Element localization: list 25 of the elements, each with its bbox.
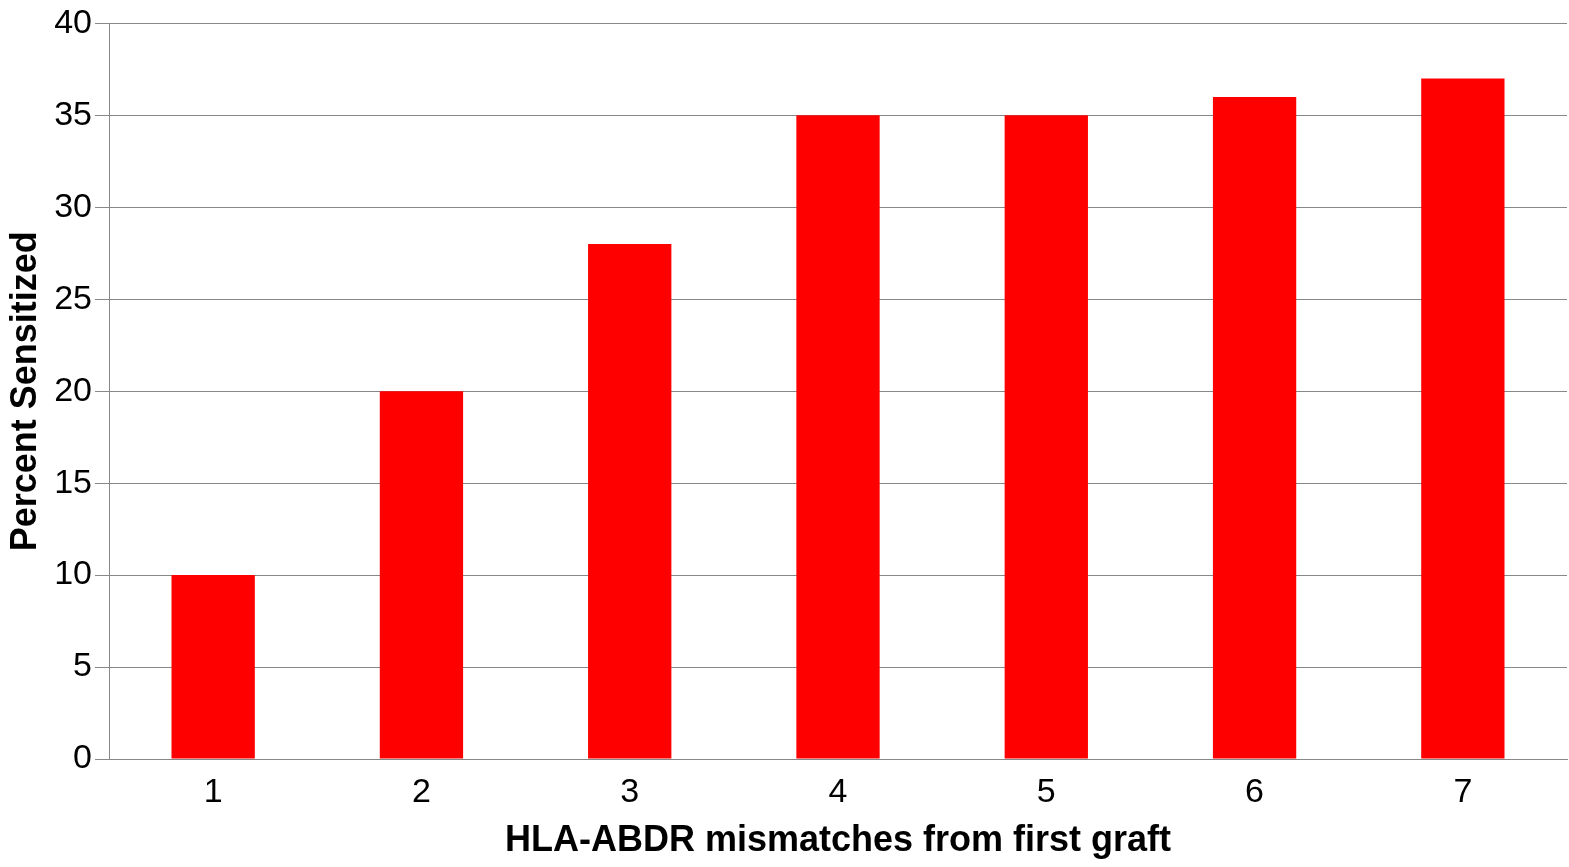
x-axis-title: HLA-ABDR mismatches from first graft: [504, 818, 1172, 860]
bar: [1004, 115, 1088, 759]
y-tick-label: 25: [54, 277, 93, 316]
x-tick-label: 2: [411, 770, 431, 809]
x-tick-label: 6: [1245, 770, 1265, 809]
y-tick-label: 10: [54, 553, 93, 592]
x-tick-label: 5: [1036, 770, 1056, 809]
x-tick-label: 4: [828, 770, 848, 809]
x-tick-label: 7: [1453, 770, 1473, 809]
y-tick-label: 40: [54, 1, 93, 40]
y-tick-label: 35: [54, 93, 93, 132]
y-tick-label: 20: [54, 369, 93, 408]
bar: [1421, 78, 1505, 759]
bar: [171, 575, 255, 759]
bar: [588, 244, 672, 759]
y-tick-label: 5: [73, 645, 93, 684]
y-axis-title: Percent Sensitized: [2, 231, 44, 552]
bar: [796, 115, 880, 759]
x-tick-label: 1: [203, 770, 223, 809]
y-tick-label: 0: [73, 737, 93, 776]
y-tick-label: 15: [54, 461, 93, 500]
y-tick-label: 30: [54, 185, 93, 224]
bar: [1212, 96, 1297, 759]
bar: [379, 391, 464, 759]
x-tick-label: 3: [620, 770, 640, 809]
